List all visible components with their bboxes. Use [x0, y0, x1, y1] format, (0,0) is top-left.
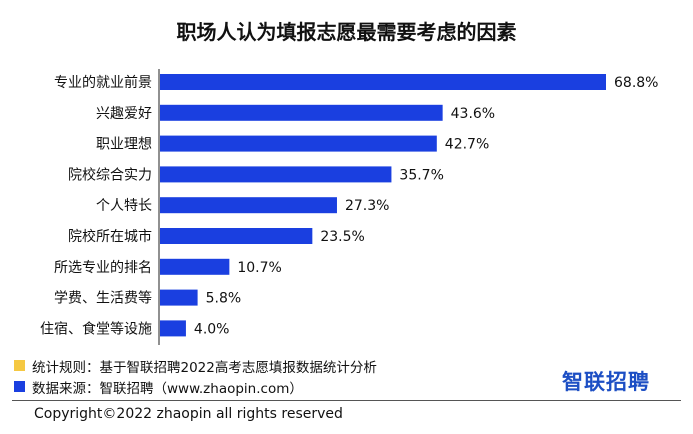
bar	[160, 166, 392, 183]
bar	[160, 104, 443, 121]
value-label: 5.8%	[206, 291, 242, 307]
category-label: 院校综合实力	[68, 166, 152, 183]
value-label: 4.0%	[194, 321, 230, 337]
bar	[160, 74, 606, 90]
method-swatch	[14, 360, 25, 371]
value-label: 23.5%	[320, 229, 364, 245]
value-label: 35.7%	[399, 167, 443, 183]
category-label: 专业的就业前景	[54, 74, 152, 91]
bar	[160, 228, 313, 244]
category-label: 个人特长	[96, 198, 152, 214]
note-source-text: 数据来源：智联招聘（www.zhaopin.com）	[32, 380, 303, 397]
note-source: 数据来源：智联招聘（www.zhaopin.com）	[14, 376, 377, 397]
source-swatch	[14, 381, 25, 392]
footer-divider	[12, 400, 681, 401]
category-label: 院校所在城市	[68, 228, 152, 245]
bar	[160, 258, 230, 275]
category-label: 兴趣爱好	[96, 106, 152, 122]
chart-notes: 统计规则：基于智联招聘2022高考志愿填报数据统计分析 数据来源：智联招聘（ww…	[14, 355, 377, 397]
bar-chart: 专业的就业前景 68.8% 兴趣爱好 43.6% 职业理想 42.7% 院校综合实力 35.7…	[40, 69, 658, 345]
category-label: 住宿、食堂等设施	[40, 320, 152, 337]
value-label: 10.7%	[237, 260, 281, 276]
value-label: 43.6%	[451, 106, 495, 122]
bar	[160, 197, 337, 214]
zhaopin-logo: 智联招聘	[562, 370, 650, 394]
category-label: 所选专业的排名	[54, 260, 152, 276]
chart-title: 职场人认为填报志愿最需要考虑的因素	[176, 20, 517, 44]
value-label: 27.3%	[345, 198, 389, 214]
copyright-text: Copyright©2022 zhaopin all rights reserv…	[34, 406, 343, 422]
value-label: 42.7%	[445, 137, 489, 153]
note-method: 统计规则：基于智联招聘2022高考志愿填报数据统计分析	[14, 355, 377, 376]
bar	[160, 289, 198, 306]
category-label: 学费、生活费等	[54, 290, 152, 307]
bar	[160, 135, 437, 152]
category-label: 职业理想	[96, 137, 152, 153]
bar	[160, 320, 186, 337]
value-label: 68.8%	[614, 75, 658, 91]
note-method-text: 统计规则：基于智联招聘2022高考志愿填报数据统计分析	[32, 359, 377, 376]
